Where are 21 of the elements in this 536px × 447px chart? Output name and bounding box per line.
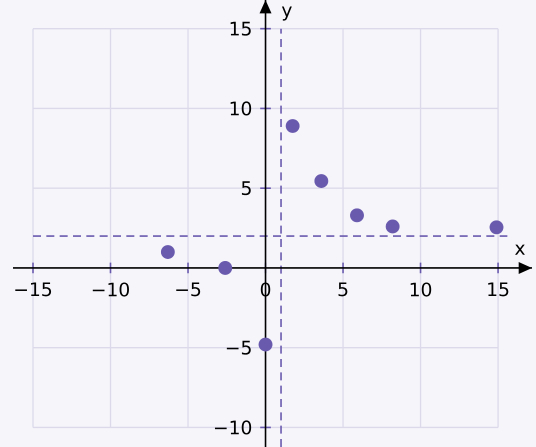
y-axis-title: y xyxy=(282,6,292,21)
x-tick-label: 15 xyxy=(488,282,508,296)
point xyxy=(258,338,272,352)
point xyxy=(386,220,400,234)
y-tick-label: 15 xyxy=(230,22,251,36)
y-tick-label: −5 xyxy=(226,340,251,355)
y-tick-label: −10 xyxy=(214,420,252,435)
point xyxy=(350,208,364,222)
point xyxy=(286,119,300,133)
x-tick-label: −10 xyxy=(92,282,129,297)
point xyxy=(314,174,328,188)
x-tick-label: −5 xyxy=(176,282,200,296)
x-tick-label: 5 xyxy=(338,282,348,296)
point xyxy=(160,245,175,259)
point xyxy=(490,220,504,234)
y-tick-label: 5 xyxy=(242,181,251,196)
y-tick-label: 10 xyxy=(230,101,252,116)
x-tick-label: −15 xyxy=(15,282,52,296)
x-tick-label: 10 xyxy=(410,282,432,297)
point xyxy=(218,261,232,275)
x-axis-title: x xyxy=(515,244,525,255)
